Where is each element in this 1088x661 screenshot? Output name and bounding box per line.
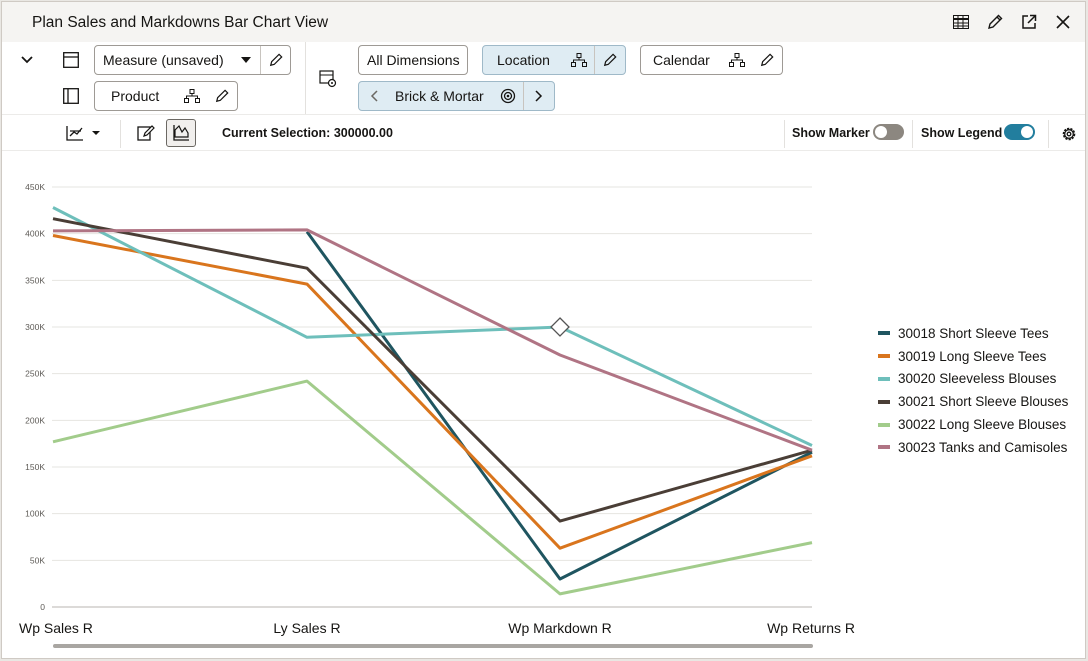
horizontal-scrollbar[interactable] [53,644,813,648]
measure-dimension[interactable]: Measure (unsaved) [94,45,291,75]
dimension-settings-icon[interactable] [316,68,340,90]
legend-swatch [878,445,890,450]
settings-gear-icon[interactable] [1058,123,1080,145]
edit-product-icon[interactable] [207,82,237,110]
y-tick-label: 100K [25,509,45,519]
legend-label: 30018 Short Sleeve Tees [898,325,1049,341]
chart-legend: 30018 Short Sleeve Tees 30019 Long Sleeve… [878,322,1068,459]
y-tick-label: 400K [25,229,45,239]
hierarchy-icon [722,46,752,74]
chart-type-icon[interactable] [64,122,104,144]
hierarchy-icon [564,46,594,74]
legend-item[interactable]: 30022 Long Sleeve Blouses [878,413,1068,436]
x-tick-label: Wp Markdown R [508,620,611,636]
series-line [52,228,813,452]
edit-calendar-icon[interactable] [752,46,782,74]
chevron-down-icon[interactable] [232,46,261,74]
current-selection: Current Selection: 300000.00 [222,126,393,140]
x-tick-label: Ly Sales R [273,620,340,636]
y-tick-label: 250K [25,369,45,379]
legend-item[interactable]: 30019 Long Sleeve Tees [878,345,1068,368]
edit-icon[interactable] [985,12,1005,32]
show-marker-label: Show Marker [792,126,870,140]
legend-item[interactable]: 30023 Tanks and Camisoles [878,436,1068,459]
series-line [52,379,813,596]
table-icon[interactable] [951,12,971,32]
close-icon[interactable] [1053,12,1073,32]
product-label: Product [111,88,160,104]
legend-label: 30020 Sleeveless Blouses [898,371,1057,387]
rows-layout-icon[interactable] [60,50,82,70]
legend-swatch [878,399,890,404]
legend-label: 30023 Tanks and Camisoles [898,439,1068,455]
all-dimensions-label: All Dimensions [367,52,460,68]
collapse-chevron-icon[interactable] [16,50,38,70]
window-title: Plan Sales and Markdowns Bar Chart View [32,14,329,31]
legend-label: 30019 Long Sleeve Tees [898,348,1047,364]
edit-measure-icon[interactable] [261,46,290,74]
columns-layout-icon[interactable] [60,86,82,106]
location-dimension[interactable]: Location [482,45,626,75]
target-icon[interactable] [493,82,523,110]
legend-swatch [878,376,890,381]
location-selector[interactable]: Brick & Mortar [358,81,555,111]
series-line [52,234,813,550]
x-tick-label: Wp Returns R [767,620,855,636]
show-legend-label: Show Legend [921,126,1003,140]
title-bar: Plan Sales and Markdowns Bar Chart View [2,2,1085,42]
previous-location-icon[interactable] [359,82,389,110]
y-tick-label: 0 [40,602,45,612]
location-label: Location [497,52,550,68]
edit-location-icon[interactable] [595,46,625,74]
edit-chart-icon[interactable] [134,122,158,144]
line-chart: 0 50K 100K 150K 200K 250K 300K 350K 400K 450K Wp S… [19,182,855,636]
hierarchy-icon [177,82,207,110]
series-line [305,230,813,581]
measure-label: Measure (unsaved) [103,52,224,68]
chart-view-icon[interactable] [166,119,196,147]
legend-swatch [878,422,890,427]
legend-item[interactable]: 30020 Sleeveless Blouses [878,368,1068,391]
show-marker-toggle[interactable] [873,124,904,140]
series-line [52,217,813,523]
legend-label: 30021 Short Sleeve Blouses [898,394,1069,410]
product-dimension[interactable]: Product [94,81,238,111]
y-tick-label: 50K [30,555,45,565]
selected-point-marker [550,317,570,337]
calendar-label: Calendar [653,52,710,68]
show-legend-toggle[interactable] [1004,124,1035,140]
expand-icon[interactable] [1019,12,1039,32]
next-location-icon[interactable] [524,82,554,110]
y-tick-label: 200K [25,415,45,425]
y-tick-label: 450K [25,182,45,192]
legend-item[interactable]: 30018 Short Sleeve Tees [878,322,1068,345]
legend-swatch [878,331,890,336]
y-tick-label: 300K [25,322,45,332]
all-dimensions-button[interactable]: All Dimensions [358,45,468,75]
legend-label: 30022 Long Sleeve Blouses [898,417,1067,433]
location-value: Brick & Mortar [395,88,484,104]
series-line [52,206,813,447]
y-tick-label: 350K [25,275,45,285]
calendar-dimension[interactable]: Calendar [640,45,783,75]
legend-item[interactable]: 30021 Short Sleeve Blouses [878,390,1068,413]
legend-swatch [878,354,890,359]
y-tick-label: 150K [25,462,45,472]
x-tick-label: Wp Sales R [19,620,93,636]
